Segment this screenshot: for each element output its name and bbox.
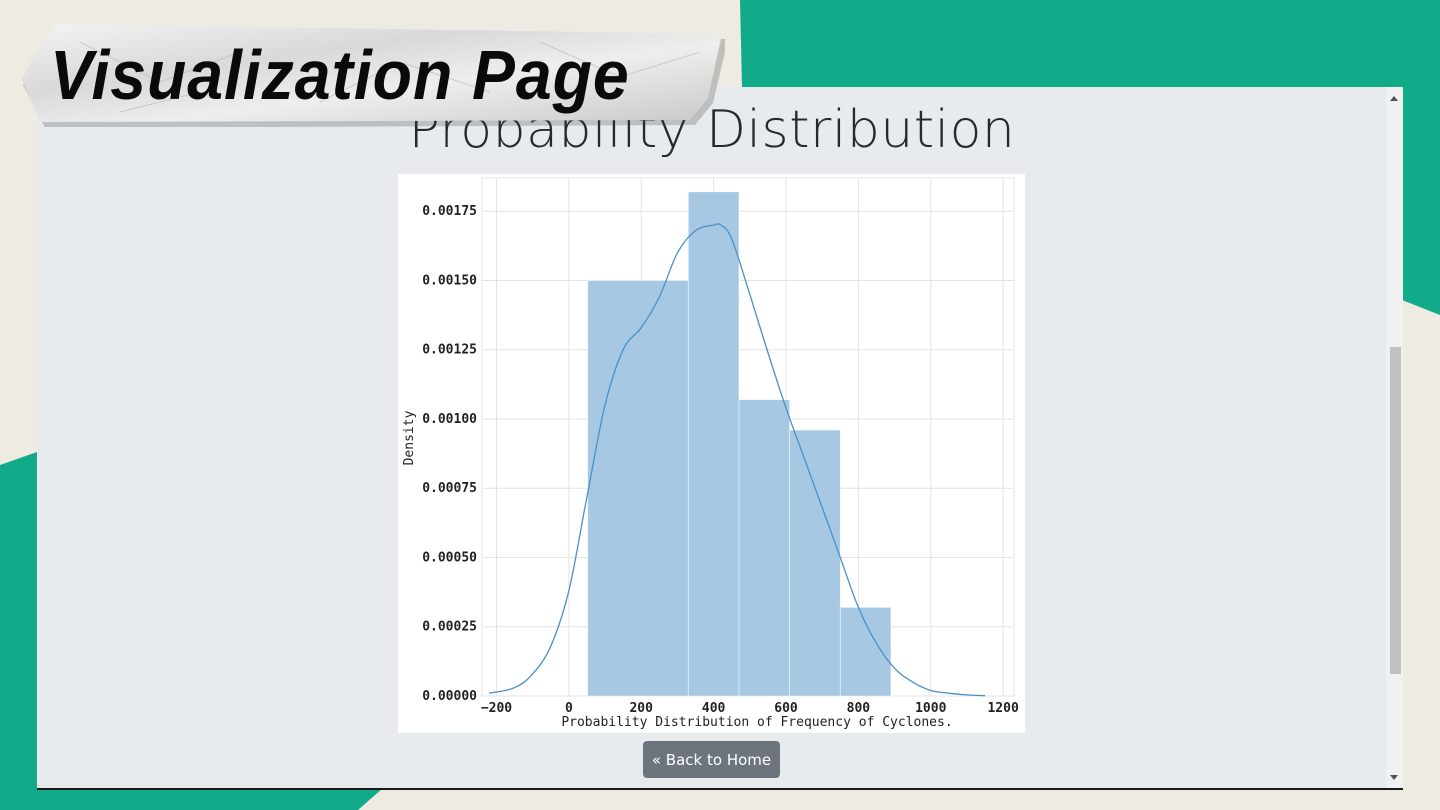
- probability-distribution-chart: −200 0 200 400 600 800 1000 1200 0.00000 0.00025 0…: [398, 174, 1025, 733]
- x-tick-label: 200: [629, 701, 653, 716]
- x-tick-label: 1200: [987, 701, 1018, 716]
- x-tick-label: 0: [565, 701, 573, 716]
- back-to-home-button[interactable]: « Back to Home: [643, 741, 780, 778]
- y-tick-label: 0.00050: [422, 550, 477, 565]
- histogram-bar: [789, 429, 841, 697]
- x-tick-label: 600: [774, 701, 798, 716]
- green-shape-top-right: [740, 0, 1440, 315]
- x-axis-label: Probability Distribution of Frequency of…: [561, 715, 952, 730]
- kde-curve: [489, 223, 986, 697]
- histogram-bar: [587, 280, 689, 697]
- embedded-page-frame: Probability Distribution −200 0 200 400 600 8…: [37, 87, 1403, 790]
- scroll-down-arrow-icon[interactable]: [1390, 775, 1398, 780]
- banner-title: Visualization Page: [50, 36, 630, 114]
- y-tick-label: 0.00175: [422, 204, 477, 219]
- histogram-bar: [839, 606, 892, 697]
- vertical-scrollbar[interactable]: [1386, 87, 1403, 788]
- scrollbar-thumb[interactable]: [1390, 347, 1401, 674]
- y-tick-label: 0.00075: [422, 481, 477, 496]
- y-axis-label: Density: [402, 410, 417, 465]
- title-banner: Visualization Page: [20, 22, 725, 127]
- y-tick-label: 0.00000: [422, 689, 477, 704]
- x-tick-label: 400: [702, 701, 726, 716]
- y-tick-label: 0.00025: [422, 620, 477, 635]
- histogram-bar: [738, 399, 791, 697]
- histogram-bar: [687, 191, 740, 697]
- y-tick-label: 0.00125: [422, 343, 477, 358]
- x-tick-label: −200: [481, 701, 512, 716]
- x-tick-label: 1000: [915, 701, 946, 716]
- y-tick-label: 0.00150: [422, 273, 477, 288]
- x-tick-label: 800: [847, 701, 871, 716]
- paper-texture-shape: [22, 24, 725, 127]
- chart-svg: −200 0 200 400 600 800 1000 1200 0.00000 0.00025 0…: [402, 177, 1019, 730]
- y-tick-label: 0.00100: [422, 412, 477, 427]
- scroll-up-arrow-icon[interactable]: [1390, 96, 1398, 101]
